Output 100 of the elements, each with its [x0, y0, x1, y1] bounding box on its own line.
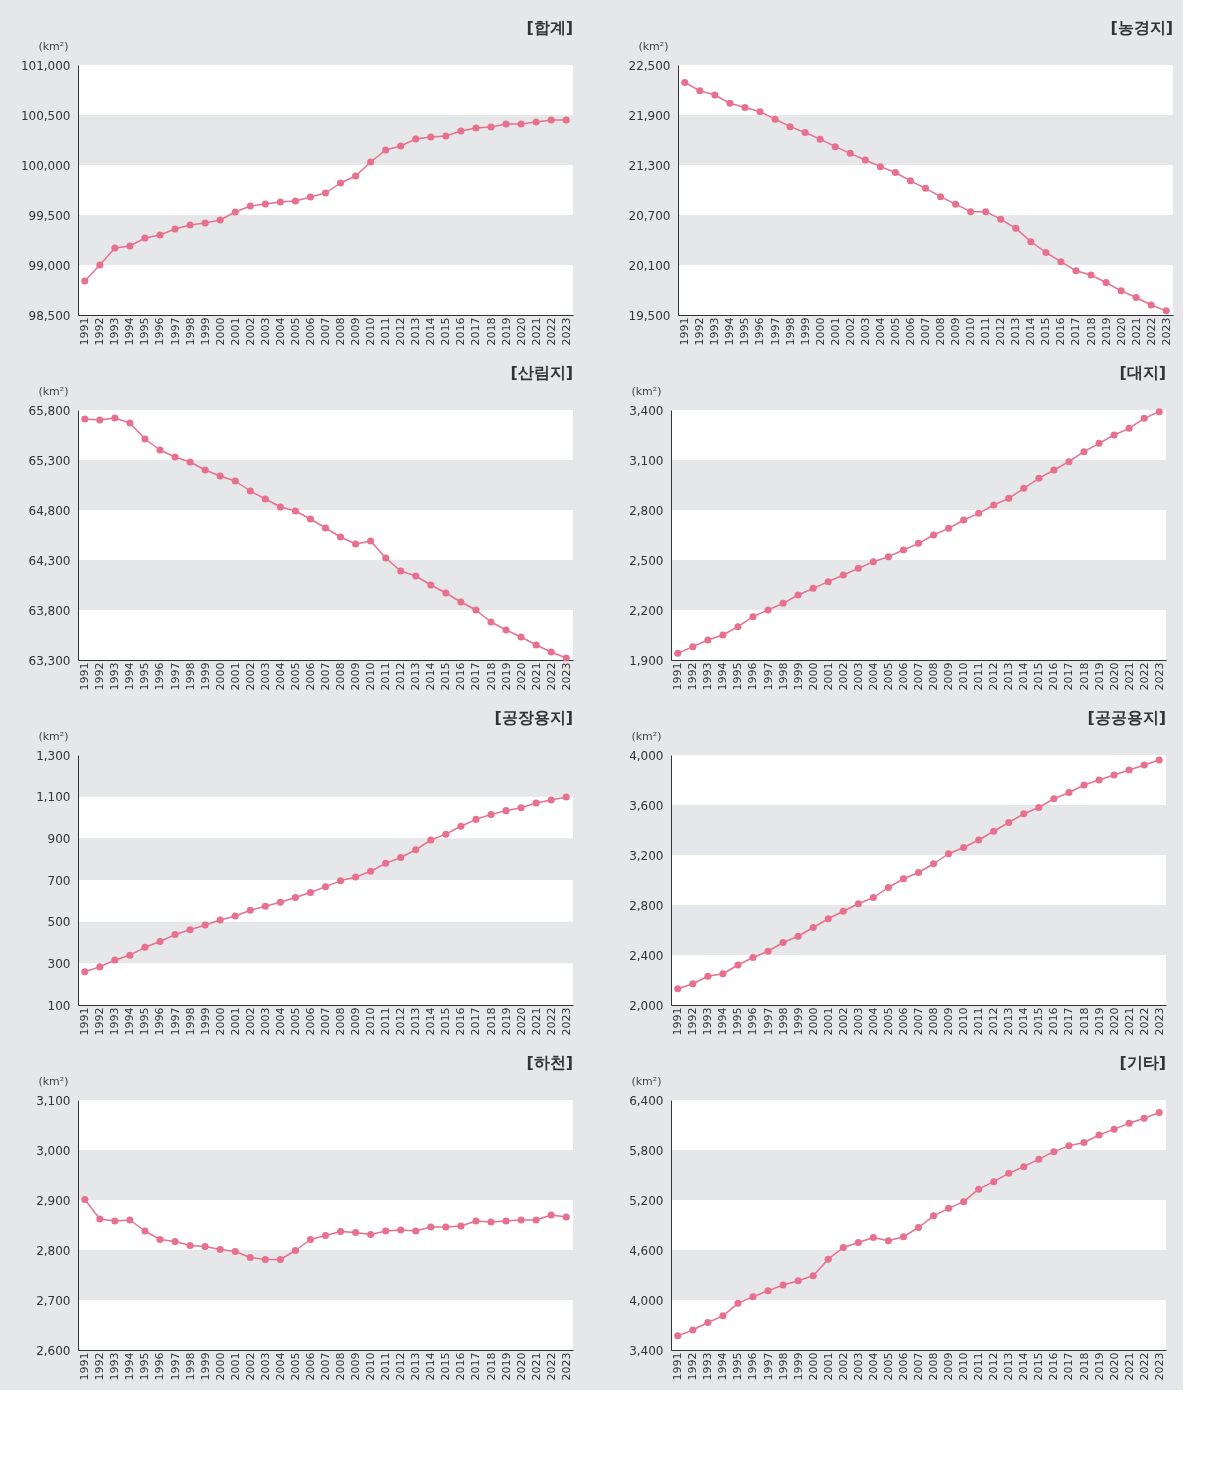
point [321, 883, 330, 891]
x-tick-label: 1997 [168, 1007, 182, 1036]
point [472, 815, 480, 823]
x-tick-label: 1995 [138, 317, 152, 346]
point [1065, 788, 1073, 797]
y-tick-label: 2,800 [36, 1243, 71, 1258]
x-tick-label: 1992 [686, 1007, 700, 1036]
point [854, 900, 862, 908]
x-tick-label: 2001 [821, 662, 835, 691]
point [914, 868, 923, 877]
x-tick-label: 2006 [303, 317, 317, 346]
point [246, 202, 254, 210]
x-tick-label: 1994 [716, 662, 730, 691]
y-tick-label: 700 [47, 873, 71, 888]
x-tick-label: 2011 [379, 1007, 393, 1036]
point [547, 116, 555, 124]
y-tick-label: 3,100 [36, 1093, 71, 1108]
point [884, 1237, 892, 1245]
x-tick-label: 2013 [1009, 317, 1023, 346]
point [367, 867, 375, 875]
point [794, 591, 802, 599]
y-tick-label: 2,400 [629, 948, 664, 963]
x-tick-label: 2005 [881, 1007, 895, 1036]
x-tick-label: 2005 [288, 1352, 302, 1381]
x-tick-label: 2022 [544, 1352, 558, 1381]
x-tick-label: 2006 [303, 1352, 317, 1381]
point [532, 118, 540, 126]
point [276, 198, 284, 206]
point [764, 606, 772, 614]
point [231, 1247, 239, 1256]
x-tick-label: 1998 [183, 317, 197, 346]
point [1087, 271, 1095, 279]
point [1012, 224, 1020, 232]
x-tick-label: 1996 [746, 1007, 760, 1036]
point [276, 503, 284, 511]
point [246, 1253, 254, 1262]
x-tick-label: 2000 [213, 1352, 227, 1381]
x-tick-label: 2019 [499, 1007, 513, 1036]
x-tick-label: 2021 [529, 662, 543, 691]
point [472, 124, 480, 132]
point [1020, 810, 1028, 818]
point [397, 1226, 405, 1234]
x-tick-label: 2003 [851, 1007, 865, 1036]
x-tick-label: 2014 [1017, 1007, 1031, 1036]
point [1035, 474, 1043, 482]
x-tick-label: 2003 [258, 1352, 272, 1381]
x-tick-label: 2004 [866, 1007, 880, 1036]
point [771, 115, 779, 123]
x-tick-label: 2010 [957, 662, 971, 691]
point [141, 435, 149, 443]
point [1065, 1142, 1073, 1150]
point [1110, 1125, 1118, 1133]
x-tick-label: 2022 [1137, 662, 1151, 691]
x-tick-label: 1999 [791, 1352, 805, 1381]
point [261, 902, 269, 910]
line-series [674, 408, 1163, 657]
x-tick-label: 2011 [379, 662, 393, 691]
y-tick-label: 2,700 [36, 1293, 71, 1308]
x-tick-label: 2013 [409, 1007, 423, 1036]
x-tick-label: 2021 [1122, 662, 1136, 691]
y-axis-title: (km²) [631, 1074, 662, 1088]
point [990, 1178, 998, 1186]
x-tick-label: 2012 [987, 662, 1001, 691]
x-tick-label: 2010 [964, 317, 978, 346]
point [876, 163, 884, 171]
point [704, 972, 712, 980]
x-tick-label: 2017 [469, 1007, 483, 1036]
x-tick-label: 2013 [409, 662, 423, 691]
point [111, 1217, 119, 1225]
x-tick-label: 1999 [791, 662, 805, 691]
x-tick-label: 1991 [78, 662, 92, 691]
x-tick-label: 1996 [753, 317, 767, 346]
x-tick-label: 2007 [319, 1352, 332, 1381]
point [231, 477, 239, 485]
point [96, 1215, 104, 1223]
x-tick-label: 2016 [1047, 1352, 1061, 1381]
x-tick-label: 1997 [761, 1352, 775, 1381]
point [839, 907, 847, 915]
x-tick-label: 2008 [334, 1007, 348, 1036]
point [779, 938, 787, 947]
point [779, 1281, 787, 1289]
x-tick-label: 2017 [1062, 1352, 1076, 1381]
x-tick-label: 2023 [1152, 662, 1166, 691]
point [427, 1223, 435, 1231]
x-tick-label: 1991 [78, 317, 92, 346]
y-tick-label: 20,100 [628, 258, 671, 273]
x-tick-label: 1991 [671, 1007, 685, 1036]
point [967, 208, 975, 216]
point [412, 846, 420, 854]
point [321, 1231, 330, 1240]
x-tick-label: 2022 [544, 662, 558, 691]
point [1125, 1119, 1133, 1127]
point [1080, 448, 1088, 456]
x-tick-label: 1993 [701, 662, 715, 691]
x-tick-label: 2015 [1039, 317, 1053, 346]
x-tick-label: 2012 [987, 1352, 1001, 1381]
point [141, 943, 149, 951]
point [1117, 287, 1125, 295]
x-tick-label: 2022 [1137, 1007, 1151, 1036]
point [869, 558, 877, 566]
